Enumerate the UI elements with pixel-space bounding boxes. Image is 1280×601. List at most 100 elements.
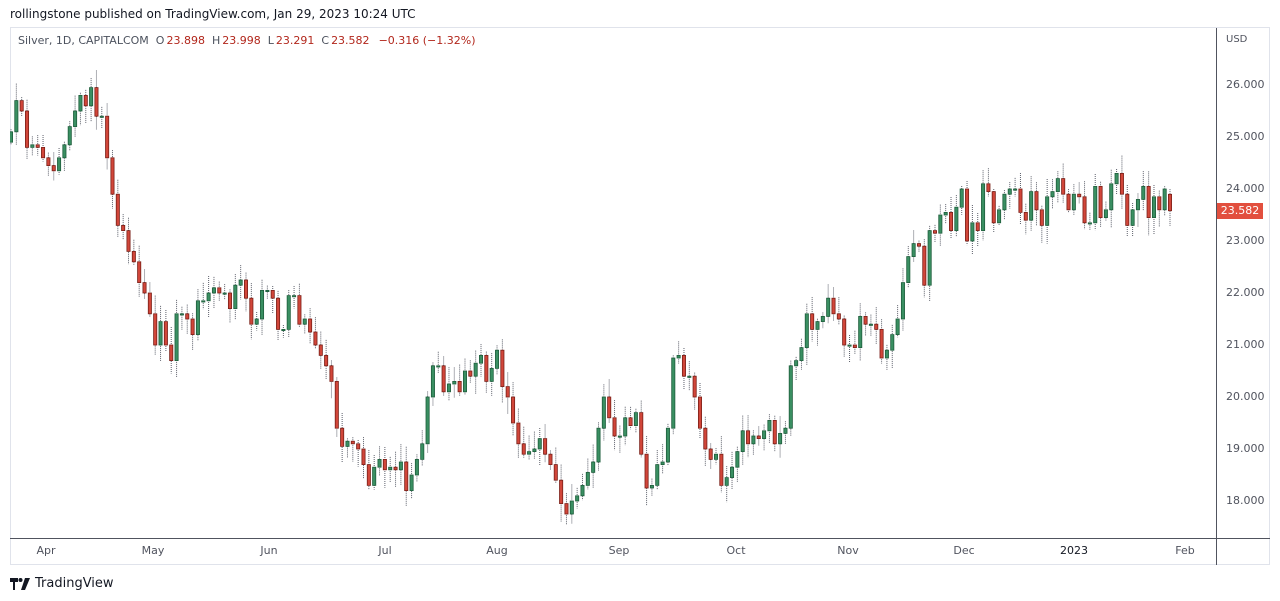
- time-axis[interactable]: [10, 538, 1270, 566]
- candle: [949, 197, 954, 239]
- candle: [906, 246, 911, 288]
- candle: [521, 426, 526, 458]
- candle: [575, 487, 580, 509]
- candle: [986, 168, 991, 197]
- candle: [110, 150, 115, 209]
- candle: [1098, 181, 1103, 227]
- open-value: 23.898: [166, 34, 205, 47]
- brand-label: TradingView: [35, 576, 114, 591]
- candle: [227, 289, 232, 323]
- candle: [1119, 155, 1124, 209]
- candle: [174, 299, 179, 378]
- candle: [420, 430, 425, 466]
- candle: [217, 281, 222, 301]
- candle: [511, 382, 516, 437]
- candle: [211, 276, 216, 309]
- candle: [1013, 177, 1018, 197]
- candle: [67, 121, 72, 152]
- candle: [137, 245, 142, 297]
- candle: [83, 89, 88, 124]
- candle: [276, 290, 281, 341]
- candle: [500, 339, 505, 403]
- candle: [57, 148, 62, 175]
- candle: [879, 319, 884, 364]
- time-tick: Jun: [260, 544, 278, 557]
- candle: [308, 308, 313, 344]
- candle: [569, 484, 574, 524]
- price-tick: 23.000: [1226, 234, 1265, 247]
- time-tick: Dec: [953, 544, 975, 557]
- candle: [121, 214, 126, 240]
- candle: [735, 446, 740, 483]
- candle: [965, 181, 970, 246]
- candle: [778, 416, 783, 458]
- time-tick: Feb: [1175, 544, 1195, 557]
- candle: [895, 305, 900, 338]
- candle: [596, 422, 601, 471]
- candle: [719, 436, 724, 493]
- candle: [601, 384, 606, 441]
- price-tick: 18.000: [1226, 494, 1265, 507]
- candle: [462, 358, 467, 395]
- candle: [265, 285, 270, 300]
- candle: [35, 135, 40, 156]
- candle: [981, 170, 986, 241]
- candle: [505, 372, 510, 414]
- candle: [692, 372, 697, 410]
- candle: [655, 450, 660, 490]
- candle: [270, 286, 275, 313]
- candle: [681, 348, 686, 390]
- candle: [292, 286, 297, 309]
- candle: [377, 446, 382, 477]
- candle: [457, 364, 462, 397]
- candle: [62, 141, 67, 172]
- candle: [1130, 202, 1135, 237]
- candle: [201, 282, 206, 310]
- candle: [244, 272, 249, 312]
- candle: [329, 360, 334, 399]
- tradingview-brand[interactable]: TradingView: [10, 576, 114, 591]
- candle: [1029, 176, 1034, 231]
- candle: [404, 446, 409, 506]
- candle: [1023, 203, 1028, 235]
- candle: [468, 360, 473, 384]
- price-tick: 22.000: [1226, 286, 1265, 299]
- candle: [30, 136, 35, 156]
- candle: [815, 318, 820, 346]
- candle: [938, 204, 943, 246]
- time-tick: Sep: [608, 544, 630, 557]
- candle: [1082, 181, 1087, 230]
- candle: [14, 83, 19, 146]
- candle: [89, 78, 94, 122]
- candle: [890, 324, 895, 369]
- candle: [874, 307, 879, 345]
- candle: [1018, 172, 1023, 225]
- candle: [281, 324, 286, 338]
- candle: [142, 269, 147, 300]
- candle: [366, 450, 371, 490]
- candle: [591, 444, 596, 488]
- candle: [286, 290, 291, 338]
- candle: [1103, 201, 1108, 221]
- time-tick: 2023: [1060, 544, 1088, 557]
- candle: [852, 330, 857, 355]
- candle: [425, 391, 430, 453]
- candle: [826, 284, 831, 324]
- candle: [708, 443, 713, 469]
- candle: [1007, 182, 1012, 209]
- candle: [302, 314, 307, 335]
- price-axis[interactable]: [1216, 28, 1271, 538]
- candle: [633, 408, 638, 433]
- candlestick-plot[interactable]: [10, 28, 1216, 538]
- candle: [25, 99, 30, 160]
- low-value: 23.291: [275, 34, 315, 47]
- candle: [393, 451, 398, 488]
- candle: [1055, 171, 1060, 203]
- candle: [51, 152, 56, 181]
- candle: [746, 415, 751, 458]
- candle: [78, 92, 83, 126]
- candle: [607, 379, 612, 423]
- candle: [858, 303, 863, 362]
- price-tick: 25.000: [1226, 130, 1265, 143]
- candle: [318, 331, 323, 369]
